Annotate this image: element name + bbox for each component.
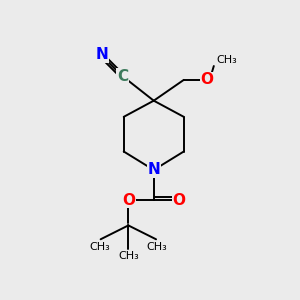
Text: O: O (173, 193, 186, 208)
Text: CH₃: CH₃ (118, 251, 139, 261)
Text: N: N (95, 47, 108, 62)
Text: O: O (122, 193, 135, 208)
Text: CH₃: CH₃ (216, 55, 237, 65)
Text: C: C (117, 69, 128, 84)
Text: N: N (147, 163, 160, 178)
Text: CH₃: CH₃ (147, 242, 168, 252)
Text: O: O (200, 72, 213, 87)
Text: CH₃: CH₃ (89, 242, 110, 252)
